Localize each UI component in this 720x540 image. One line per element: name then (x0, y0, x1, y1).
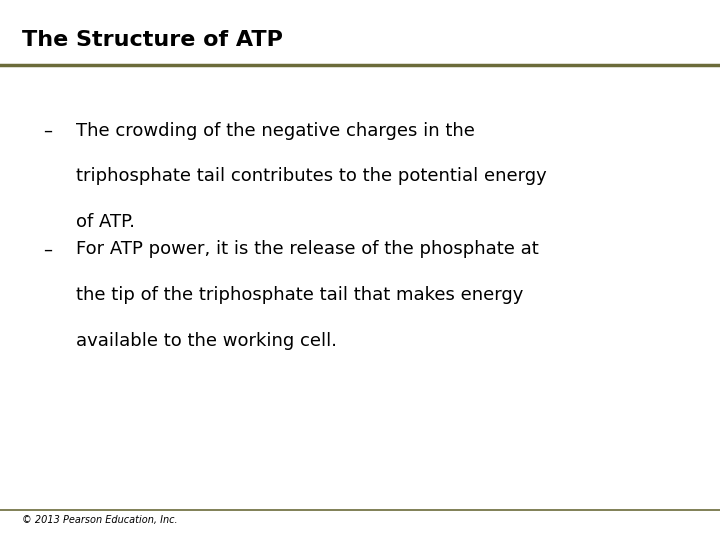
Text: of ATP.: of ATP. (76, 213, 135, 231)
Text: For ATP power, it is the release of the phosphate at: For ATP power, it is the release of the … (76, 240, 539, 258)
Text: The crowding of the negative charges in the: The crowding of the negative charges in … (76, 122, 474, 139)
Text: the tip of the triphosphate tail that makes energy: the tip of the triphosphate tail that ma… (76, 286, 523, 304)
Text: triphosphate tail contributes to the potential energy: triphosphate tail contributes to the pot… (76, 167, 546, 185)
Text: –: – (43, 240, 52, 258)
Text: available to the working cell.: available to the working cell. (76, 332, 337, 350)
Text: The Structure of ATP: The Structure of ATP (22, 30, 282, 50)
Text: © 2013 Pearson Education, Inc.: © 2013 Pearson Education, Inc. (22, 515, 177, 525)
Text: –: – (43, 122, 52, 139)
